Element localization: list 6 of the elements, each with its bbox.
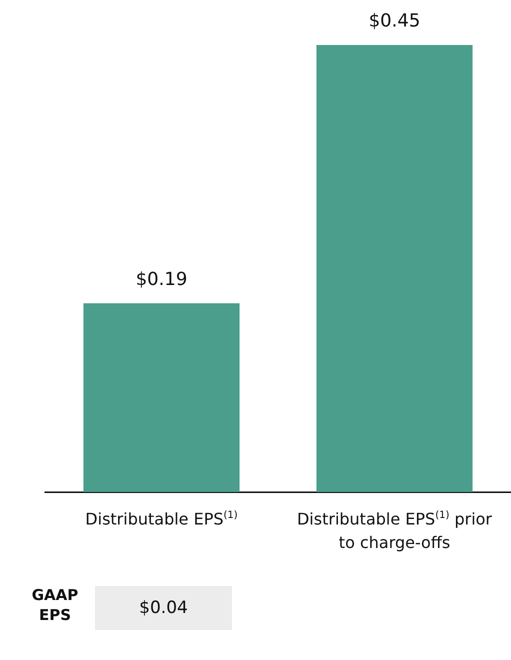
text: GAAP EPS <box>30 585 80 625</box>
data-label: $0.45 <box>368 10 420 32</box>
data-label: $0.19 <box>136 268 188 290</box>
x-tick-label: Distributable EPS$^{(1)}$ <box>84 508 239 530</box>
x-tick-label: Distributable EPS$^{(1)}$ prior to charge-offs <box>296 508 494 554</box>
text: $0.04 <box>95 586 232 630</box>
